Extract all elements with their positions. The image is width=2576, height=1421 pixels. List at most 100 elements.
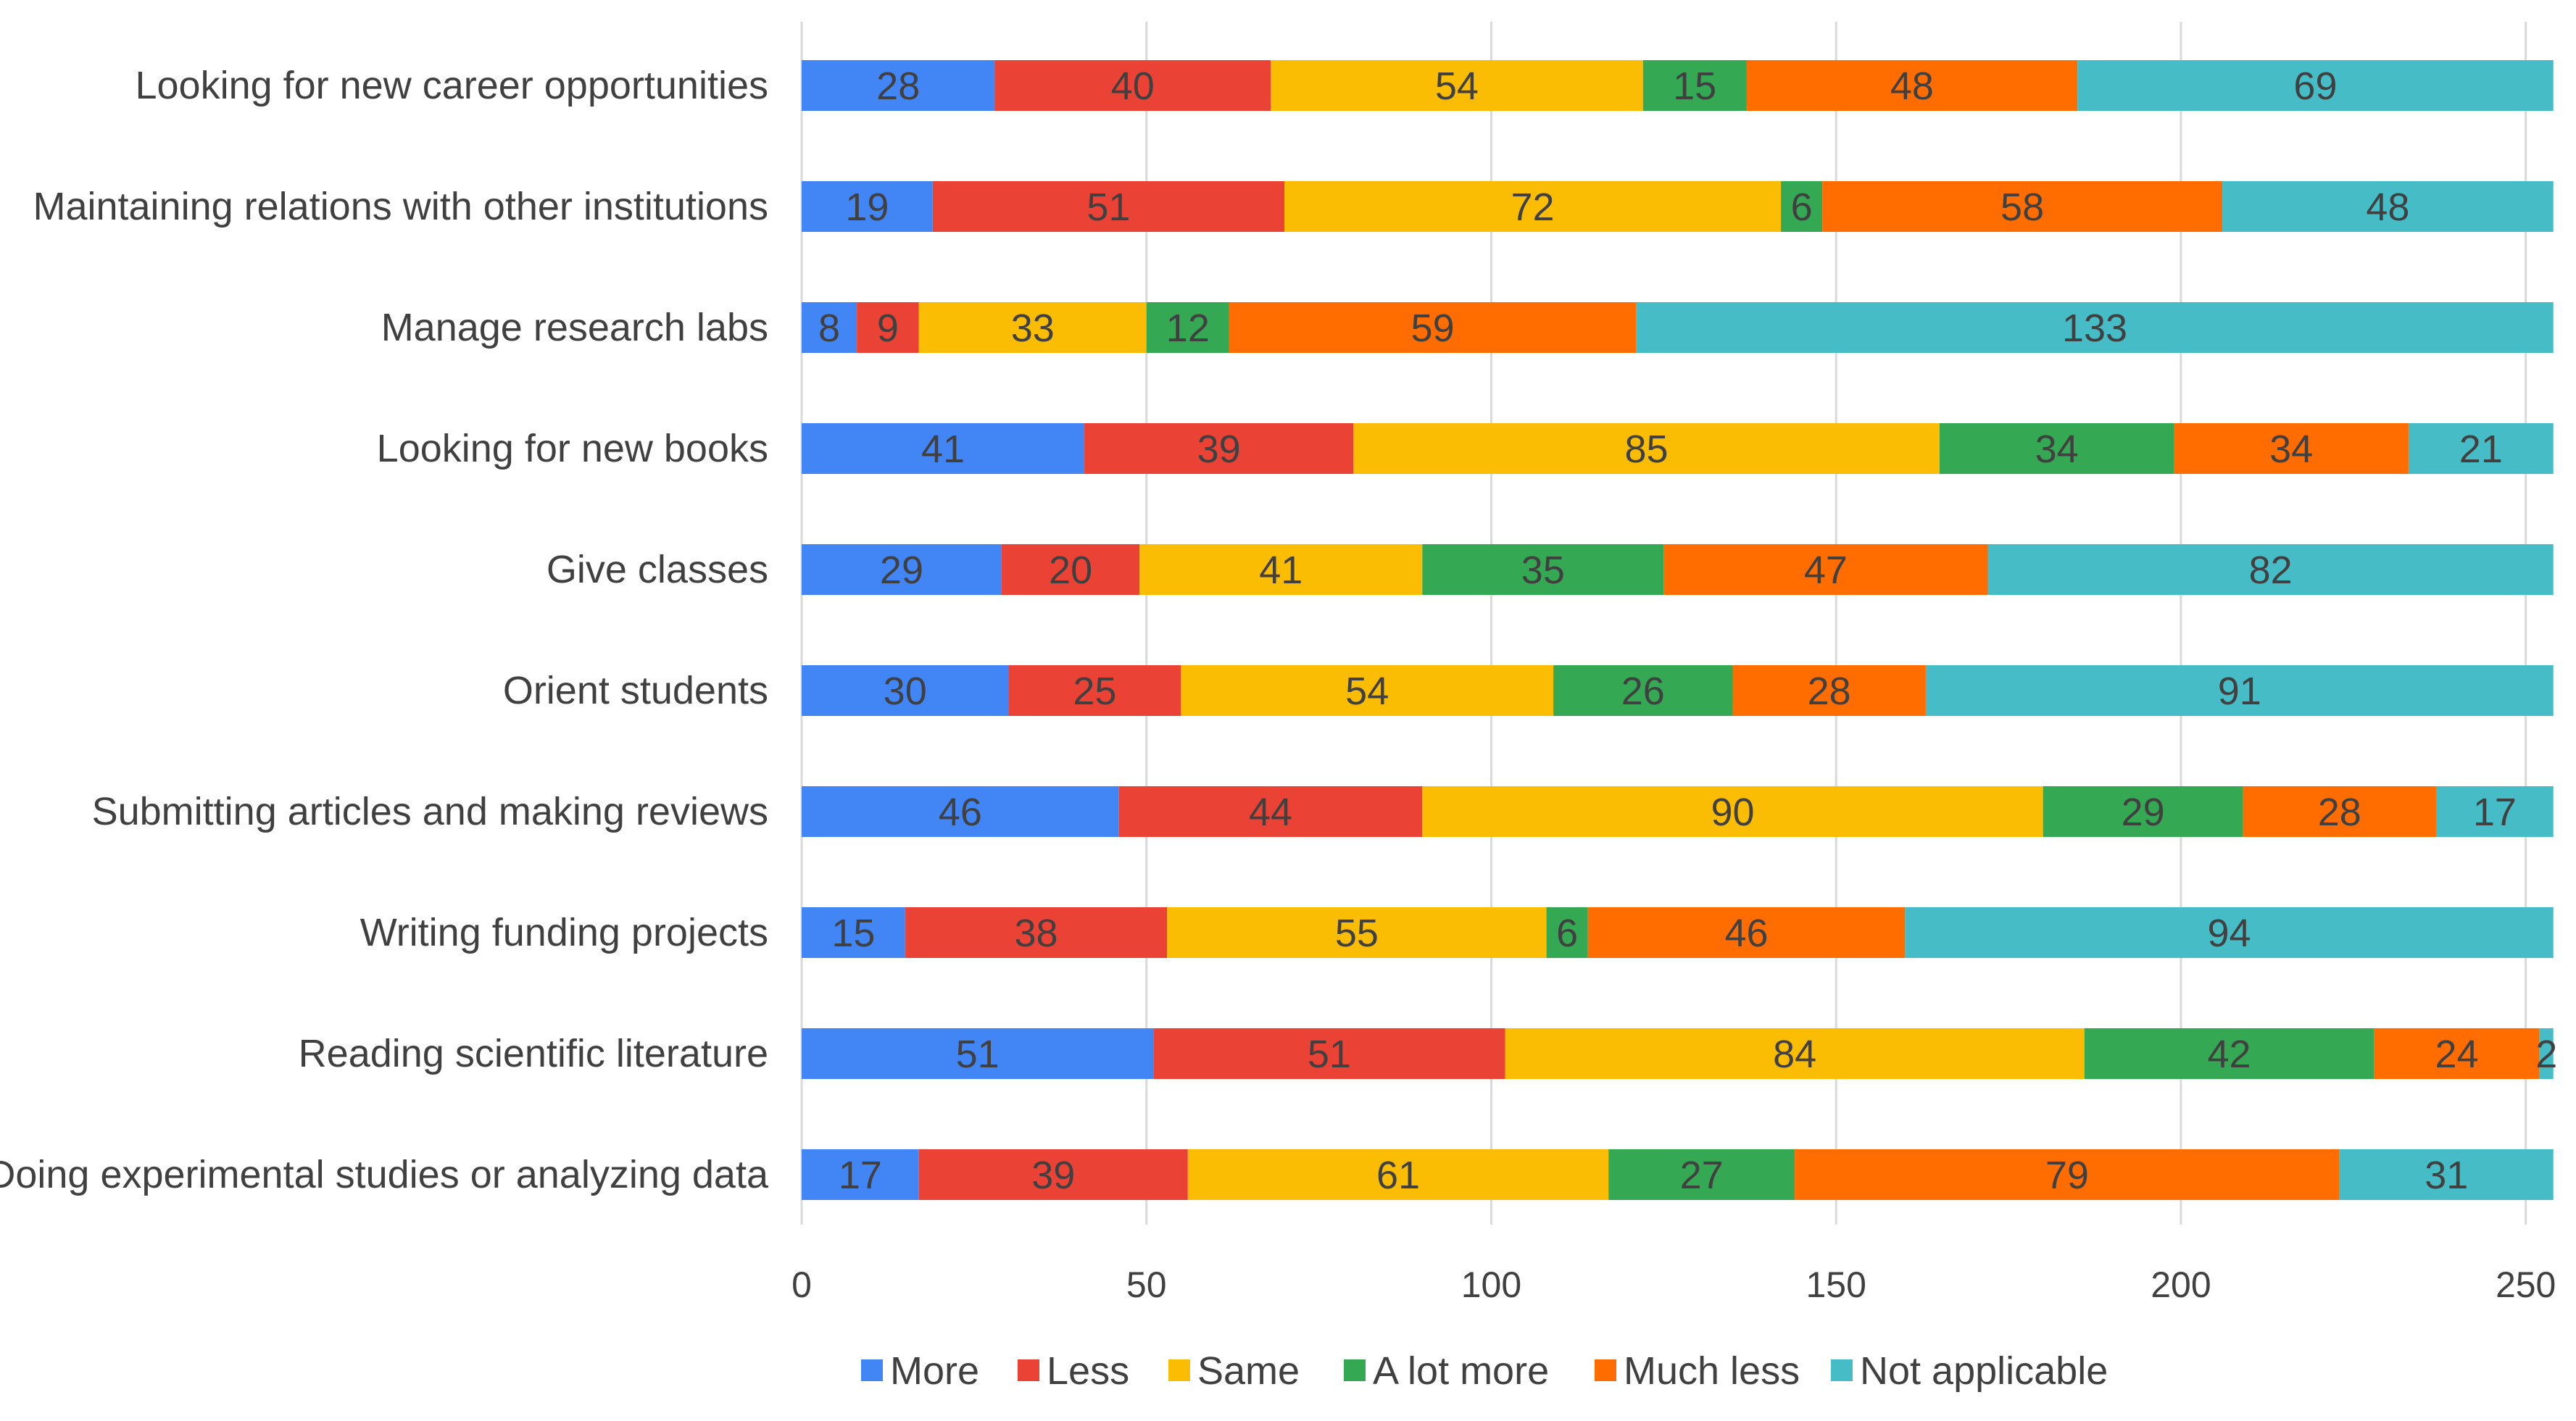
data-label-less-6: 44 [1249,791,1292,834]
bar-a-lot-more-0 [1642,60,1747,111]
legend-label-much-less: Much less [1624,1349,1800,1393]
data-label-much-less-4: 47 [1804,549,1848,592]
data-label-less-7: 38 [1014,912,1058,955]
data-label-more-8: 51 [956,1033,1000,1076]
bar-a-lot-more-7 [1546,907,1588,958]
bar-less-1 [932,181,1285,232]
bar-a-lot-more-5 [1553,665,1733,716]
data-label-a-lot-more-8: 42 [2207,1033,2251,1076]
legend-label-a-lot-more: A lot more [1373,1349,1549,1393]
bar-not-applicable-0 [2077,60,2554,111]
data-label-same-0: 54 [1435,64,1479,108]
data-label-same-1: 72 [1511,186,1555,229]
legend-swatch-much-less [1595,1359,1616,1381]
category-label-reading-scientific-literature: Reading scientific literature [299,1032,768,1075]
data-label-not-applicable-2: 133 [2062,307,2127,350]
data-label-much-less-6: 28 [2318,791,2361,834]
data-label-not-applicable-0: 69 [2293,64,2337,108]
bar-not-applicable-9 [2339,1149,2554,1200]
legend-label-more: More [890,1349,979,1393]
category-label-looking-for-new-books: Looking for new books [377,427,768,470]
data-label-less-9: 39 [1031,1154,1075,1197]
legend-label-same: Same [1197,1349,1300,1393]
data-label-same-8: 84 [1773,1033,1816,1076]
legend-swatch-same [1168,1359,1190,1381]
bar-less-8 [1153,1028,1505,1079]
data-label-not-applicable-3: 21 [2459,428,2503,471]
data-label-a-lot-more-1: 6 [1791,186,1813,229]
data-label-more-1: 19 [845,186,889,229]
bar-same-1 [1284,181,1782,232]
bar-much-less-9 [1795,1149,2340,1200]
bar-much-less-3 [2174,423,2409,474]
bar-same-3 [1353,423,1940,474]
data-label-more-0: 28 [876,64,920,108]
data-label-less-5: 25 [1073,670,1116,713]
bar-much-less-8 [2374,1028,2540,1079]
data-label-not-applicable-6: 17 [2473,791,2517,834]
bar-less-5 [1008,665,1181,716]
data-label-much-less-9: 79 [2045,1154,2089,1197]
bar-a-lot-more-2 [1146,302,1229,353]
data-label-much-less-3: 34 [2269,428,2313,471]
bar-a-lot-more-6 [2043,786,2243,837]
bar-more-8 [802,1028,1154,1079]
bar-more-4 [802,544,1002,595]
bar-same-4 [1139,544,1423,595]
bars: 28 40 54 15 48 69 19 51 72 6 58 48 8 9 33 12 59 133 41 39 85… [802,60,2557,1200]
data-label-not-applicable-4: 82 [2249,549,2293,592]
bar-much-less-0 [1746,60,2078,111]
data-label-more-7: 15 [831,912,875,955]
bar-not-applicable-6 [2435,786,2554,837]
bar-more-0 [802,60,995,111]
bar-less-9 [918,1149,1188,1200]
legend-label-less: Less [1047,1349,1129,1393]
data-label-same-7: 55 [1335,912,1379,955]
bar-same-6 [1422,786,2043,837]
bar-same-2 [918,302,1147,353]
bar-more-9 [802,1149,919,1200]
legend-label-not-applicable: Not applicable [1860,1349,2108,1393]
category-label-manage-research-labs: Manage research labs [381,306,768,349]
bar-not-applicable-3 [2408,423,2554,474]
x-tick-label-100: 100 [1461,1264,1521,1305]
bar-more-7 [802,907,905,958]
data-label-same-2: 33 [1011,307,1055,350]
data-label-same-5: 54 [1345,670,1389,713]
data-label-more-2: 8 [818,307,840,350]
legend-swatch-less [1018,1359,1039,1381]
data-label-same-9: 61 [1376,1154,1420,1197]
data-label-more-5: 30 [884,670,927,713]
data-label-much-less-7: 46 [1724,912,1768,955]
category-label-doing-experimental-studies-or-analyzing-data: Doing experimental studies or analyzing … [0,1153,769,1196]
data-label-much-less-2: 59 [1411,307,1455,350]
data-label-not-applicable-9: 31 [2425,1154,2468,1197]
bar-less-7 [905,907,1168,958]
bar-less-6 [1118,786,1423,837]
bar-less-2 [857,302,919,353]
x-tick-label-150: 150 [1806,1264,1866,1305]
data-label-a-lot-more-6: 29 [2122,791,2165,834]
data-label-more-6: 46 [939,791,982,834]
legend: More Less Same A lot more Much less Not appli… [861,1349,2108,1393]
data-label-a-lot-more-7: 6 [1556,912,1578,955]
data-label-same-4: 41 [1259,549,1302,592]
x-tick-label-0: 0 [792,1264,812,1305]
bar-much-less-7 [1587,907,1906,958]
data-label-less-1: 51 [1087,186,1130,229]
data-label-a-lot-more-4: 35 [1521,549,1565,592]
category-label-orient-students: Orient students [503,669,768,712]
data-label-a-lot-more-3: 34 [2035,428,2079,471]
data-label-less-8: 51 [1308,1033,1351,1076]
x-tick-label-50: 50 [1126,1264,1167,1305]
data-label-same-6: 90 [1711,791,1754,834]
data-label-a-lot-more-0: 15 [1673,64,1716,108]
bar-not-applicable-2 [1636,302,2554,353]
category-label-maintaining-relations-with-other-institutions: Maintaining relations with other institu… [33,185,768,228]
legend-swatch-a-lot-more [1344,1359,1366,1381]
data-label-not-applicable-8: 2 [2535,1033,2557,1076]
data-label-much-less-5: 28 [1808,670,1851,713]
x-tick-label-250: 250 [2496,1264,2556,1305]
